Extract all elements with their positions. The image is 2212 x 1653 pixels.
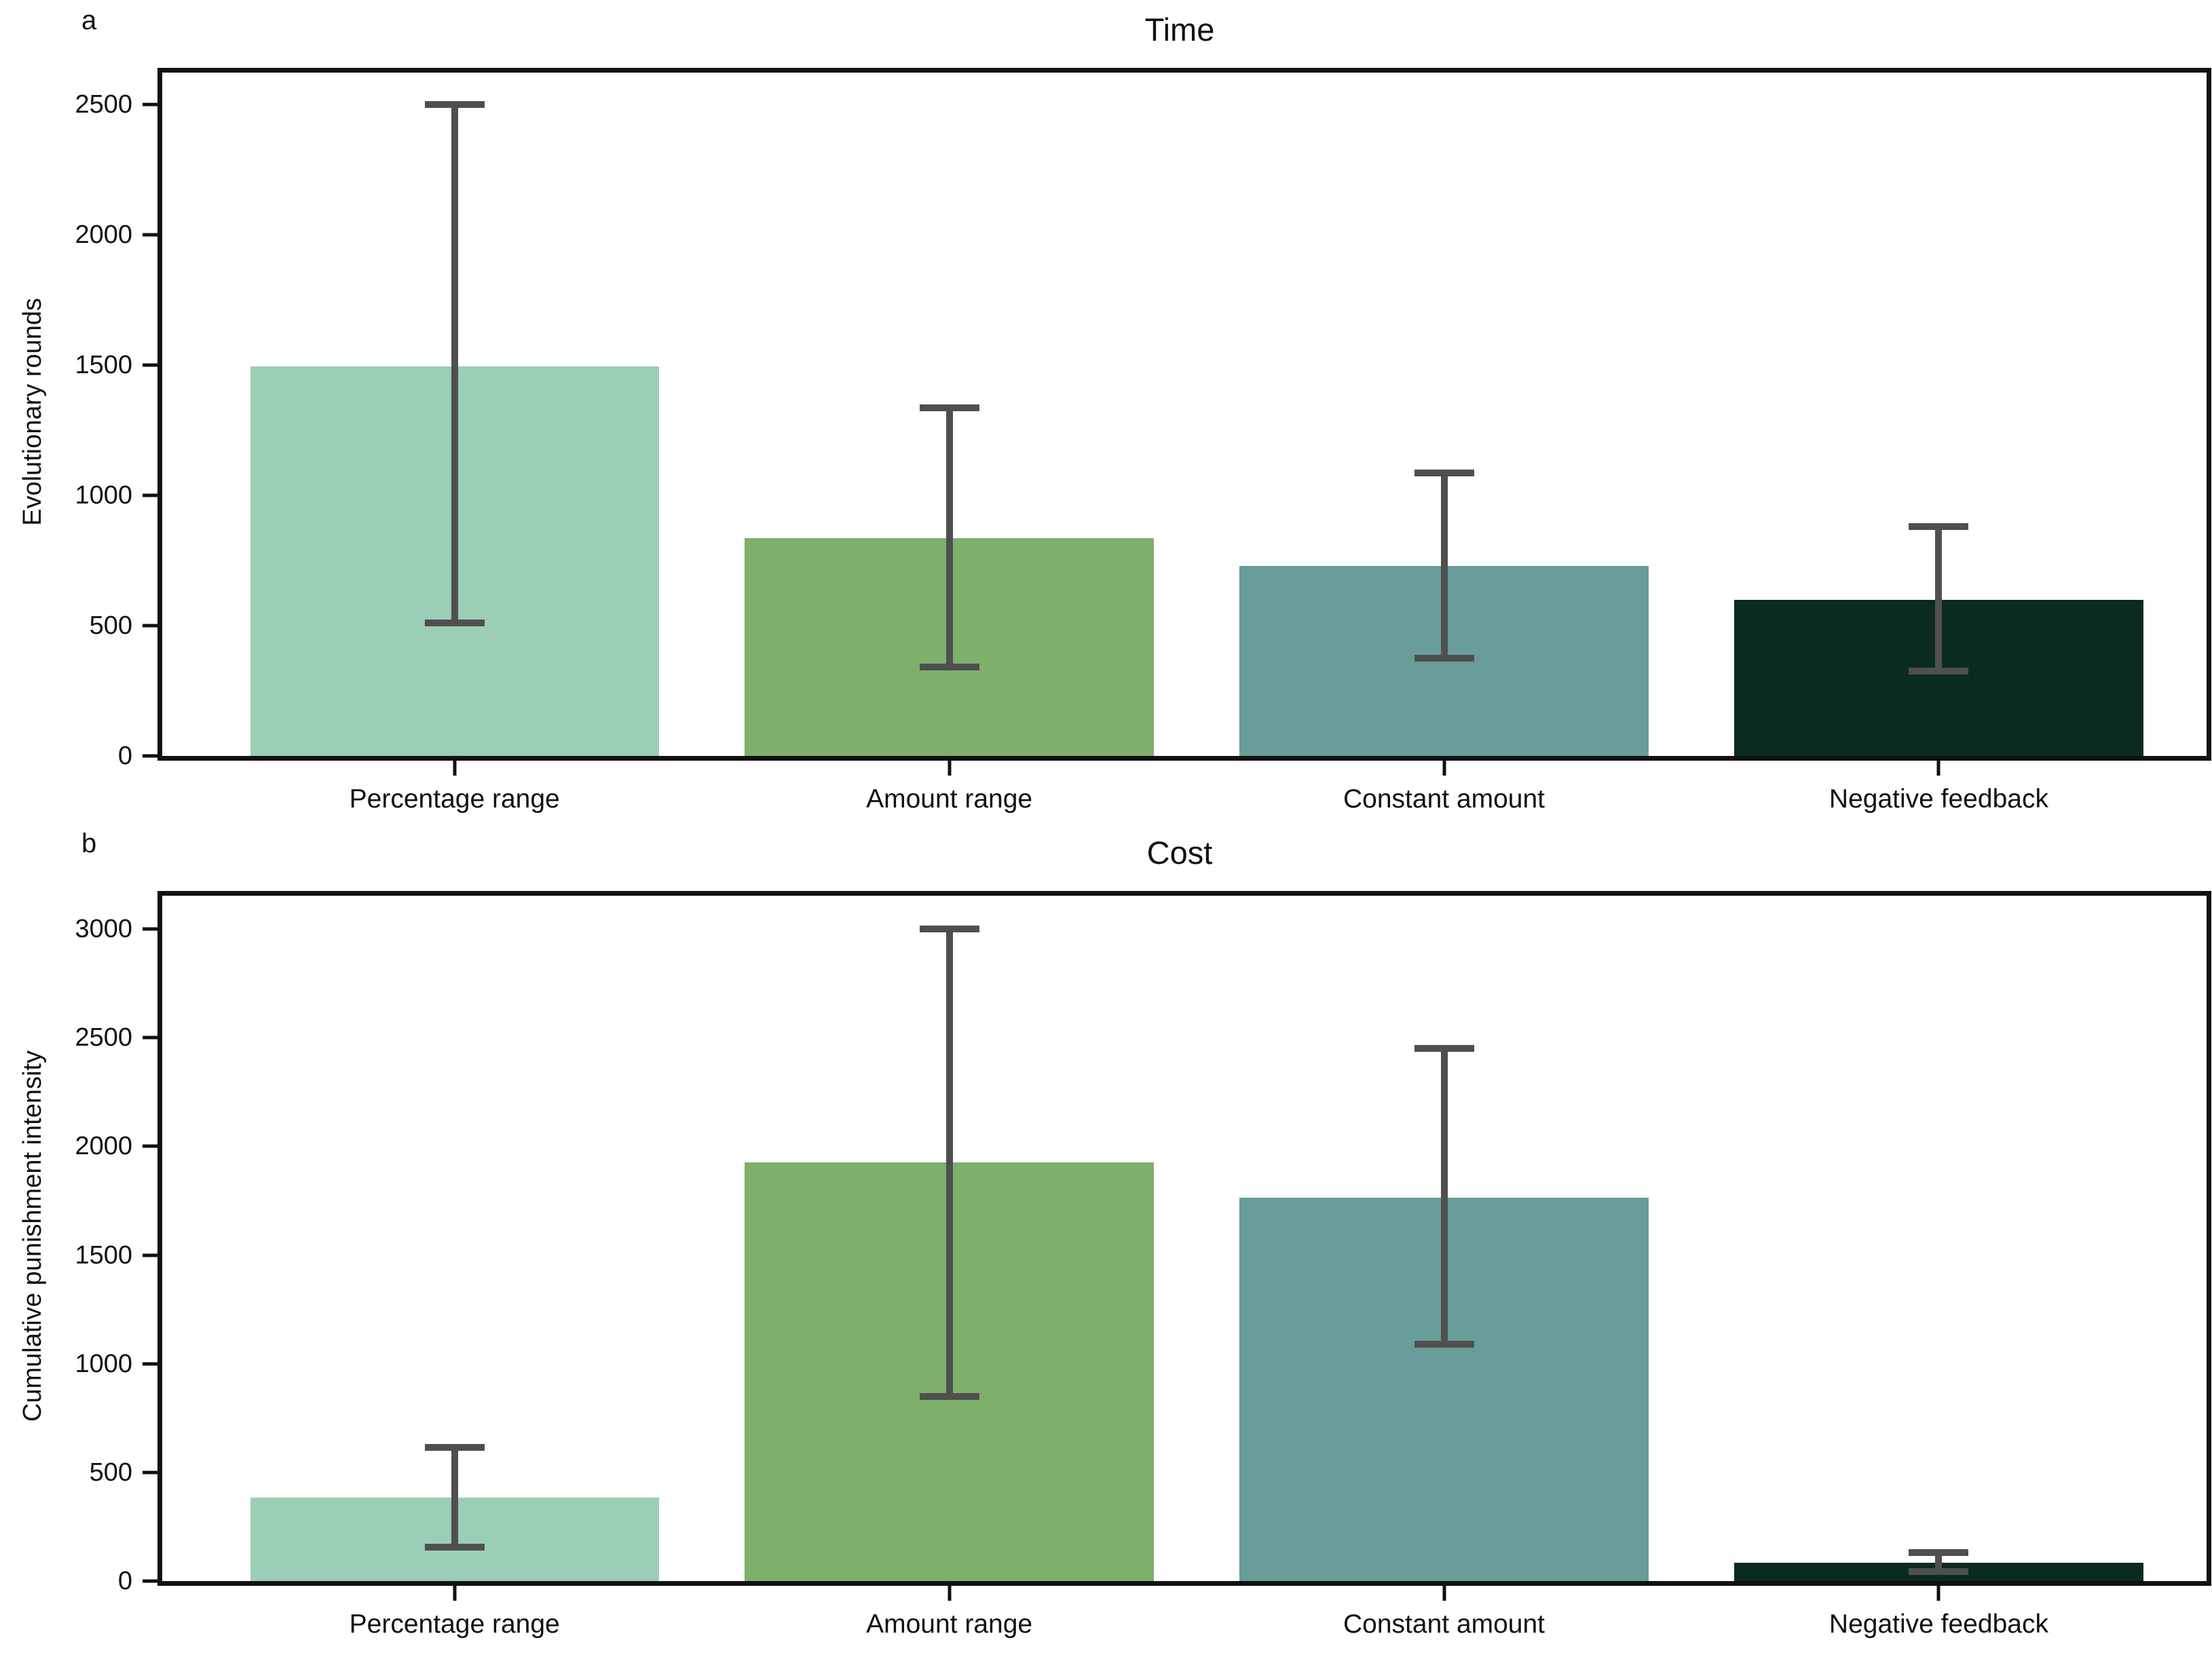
panel-label-a: a — [81, 5, 97, 35]
x-tick-mark — [948, 1586, 952, 1601]
error-bar-cap — [1909, 668, 1969, 675]
x-tick-mark — [1442, 1586, 1446, 1601]
error-bar-cap — [919, 1392, 979, 1400]
error-bar-line — [1440, 473, 1448, 658]
x-tick-label-negative-feedback: Negative feedback — [1829, 1610, 2048, 1639]
x-tick-mark — [453, 761, 457, 776]
error-bar-cap — [424, 1444, 485, 1451]
chart-a-title: Time — [1144, 12, 1215, 48]
x-tick-label-amount-range: Amount range — [866, 784, 1033, 814]
error-bar-cap — [424, 1544, 485, 1551]
y-tick-label: 3000 — [75, 915, 132, 944]
error-bar-cap — [424, 100, 485, 108]
y-tick-label: 0 — [117, 1567, 132, 1595]
chart-b-y-axis-label: Cumulative punishment intensity — [18, 1050, 47, 1422]
chart-b-title: Cost — [1146, 835, 1213, 871]
x-tick-label-percentage-range: Percentage range — [349, 1610, 560, 1639]
x-tick-mark — [948, 761, 952, 776]
x-tick-mark — [1442, 761, 1446, 776]
y-tick-label: 0 — [117, 742, 132, 770]
error-bar-cap — [919, 664, 979, 671]
y-tick-mark — [143, 1362, 157, 1366]
x-tick-label-negative-feedback: Negative feedback — [1829, 784, 2048, 814]
y-tick-label: 1000 — [75, 480, 132, 510]
y-tick-mark — [143, 1579, 157, 1583]
y-tick-label: 2000 — [75, 1132, 132, 1161]
y-tick-mark — [143, 1036, 157, 1040]
x-tick-mark — [1936, 1586, 1941, 1601]
error-bar-line — [1935, 1553, 1943, 1572]
error-bar-cap — [1414, 470, 1474, 477]
x-tick-label-constant-amount: Constant amount — [1343, 784, 1545, 814]
x-tick-label-amount-range: Amount range — [866, 1610, 1033, 1639]
y-tick-label: 500 — [89, 1458, 132, 1487]
y-tick-mark — [143, 1470, 157, 1475]
error-bar-cap — [424, 620, 485, 627]
error-bar-line — [1440, 1048, 1448, 1344]
error-bar-cap — [1909, 1568, 1969, 1575]
error-bar-line — [945, 929, 953, 1396]
y-tick-label: 500 — [89, 611, 132, 640]
y-tick-label: 1500 — [75, 1240, 132, 1270]
chart-b-plot-area: 0 500 1000 1500 2000 2500 3000 Percentage range… — [75, 891, 2211, 1639]
error-bar-line — [451, 104, 458, 624]
error-bar-cap — [1909, 523, 1969, 531]
error-bar-cap — [919, 404, 979, 412]
x-tick-label-percentage-range: Percentage range — [349, 784, 560, 814]
chart-a-plot-area: 0 500 1000 1500 2000 2500 Percentage range Amou… — [75, 68, 2211, 814]
error-bar-cap — [1414, 1045, 1474, 1052]
error-bar-cap — [1909, 1549, 1969, 1557]
error-bar-cap — [919, 926, 979, 933]
y-tick-mark — [143, 624, 157, 628]
chart-a-ylabel-wrap: Evolutionary rounds — [12, 68, 53, 756]
y-tick-mark — [143, 1253, 157, 1257]
y-tick-mark — [143, 493, 157, 497]
chart-a-y-axis-label: Evolutionary rounds — [18, 298, 47, 526]
y-tick-mark — [143, 363, 157, 367]
y-tick-label: 2000 — [75, 220, 132, 249]
chart-b-ylabel-wrap: Cumulative punishment intensity — [12, 891, 53, 1581]
y-tick-mark — [143, 233, 157, 237]
y-tick-label: 2500 — [75, 1023, 132, 1052]
y-tick-label: 2500 — [75, 90, 132, 119]
x-tick-mark — [1936, 761, 1941, 776]
y-tick-label: 1000 — [75, 1349, 132, 1378]
error-bar-cap — [1414, 654, 1474, 662]
y-tick-mark — [143, 1144, 157, 1148]
y-tick-label: 1500 — [75, 350, 132, 379]
y-tick-mark — [143, 927, 157, 931]
error-bar-line — [945, 408, 953, 668]
error-bar-cap — [1414, 1340, 1474, 1348]
error-bar-line — [451, 1447, 458, 1548]
error-bar-line — [1935, 527, 1943, 672]
panel-label-b: b — [81, 829, 97, 858]
y-tick-mark — [143, 754, 157, 758]
x-tick-mark — [453, 1586, 457, 1601]
y-tick-mark — [143, 102, 157, 107]
x-tick-label-constant-amount: Constant amount — [1343, 1610, 1545, 1639]
